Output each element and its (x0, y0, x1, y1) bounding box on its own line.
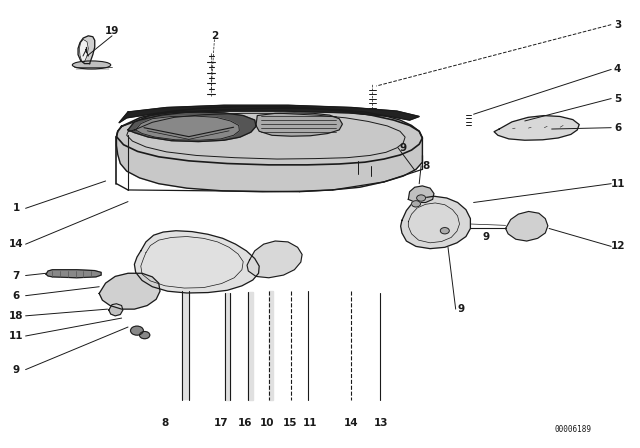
Circle shape (412, 201, 420, 207)
Text: 9: 9 (457, 304, 465, 314)
Text: 11: 11 (611, 179, 625, 189)
Text: 10: 10 (260, 418, 275, 428)
Circle shape (131, 326, 143, 335)
Polygon shape (401, 196, 470, 249)
Text: 9: 9 (483, 233, 490, 242)
Text: 16: 16 (238, 418, 252, 428)
Text: 11: 11 (9, 331, 23, 341)
Circle shape (440, 228, 449, 234)
Text: 14: 14 (344, 418, 358, 428)
Polygon shape (136, 116, 239, 140)
Polygon shape (79, 39, 88, 62)
Text: 8: 8 (161, 418, 169, 428)
Text: 3: 3 (614, 20, 621, 30)
Polygon shape (134, 231, 259, 293)
Polygon shape (78, 36, 95, 64)
Text: 2: 2 (211, 31, 218, 41)
Circle shape (417, 195, 426, 201)
Polygon shape (46, 270, 101, 278)
Text: 19: 19 (105, 26, 119, 36)
Text: 9: 9 (12, 365, 20, 375)
Text: 15: 15 (283, 418, 297, 428)
Polygon shape (408, 186, 434, 202)
Polygon shape (247, 241, 302, 278)
Polygon shape (269, 291, 273, 400)
Polygon shape (116, 108, 422, 192)
Polygon shape (506, 211, 548, 241)
Polygon shape (182, 291, 189, 399)
Polygon shape (109, 304, 123, 316)
Text: 13: 13 (374, 418, 388, 428)
Text: 1: 1 (12, 203, 20, 213)
Polygon shape (128, 112, 256, 142)
Polygon shape (225, 293, 230, 400)
Text: 8: 8 (422, 161, 429, 171)
Text: 7: 7 (12, 271, 20, 280)
Text: 12: 12 (611, 241, 625, 251)
Text: 17: 17 (214, 418, 228, 428)
Text: 9: 9 (399, 143, 407, 153)
Text: 00006189: 00006189 (554, 425, 591, 434)
Text: 5: 5 (614, 94, 621, 103)
Polygon shape (99, 273, 160, 309)
Ellipse shape (72, 61, 111, 69)
Text: 6: 6 (12, 291, 20, 301)
Text: 14: 14 (9, 239, 23, 249)
Polygon shape (256, 113, 342, 136)
Polygon shape (248, 292, 253, 400)
Polygon shape (119, 105, 419, 123)
Text: 11: 11 (303, 418, 317, 428)
Text: 18: 18 (9, 311, 23, 321)
Text: 6: 6 (614, 123, 621, 133)
Polygon shape (116, 107, 422, 165)
Text: 4: 4 (614, 65, 621, 74)
Circle shape (140, 332, 150, 339)
Polygon shape (494, 116, 579, 140)
